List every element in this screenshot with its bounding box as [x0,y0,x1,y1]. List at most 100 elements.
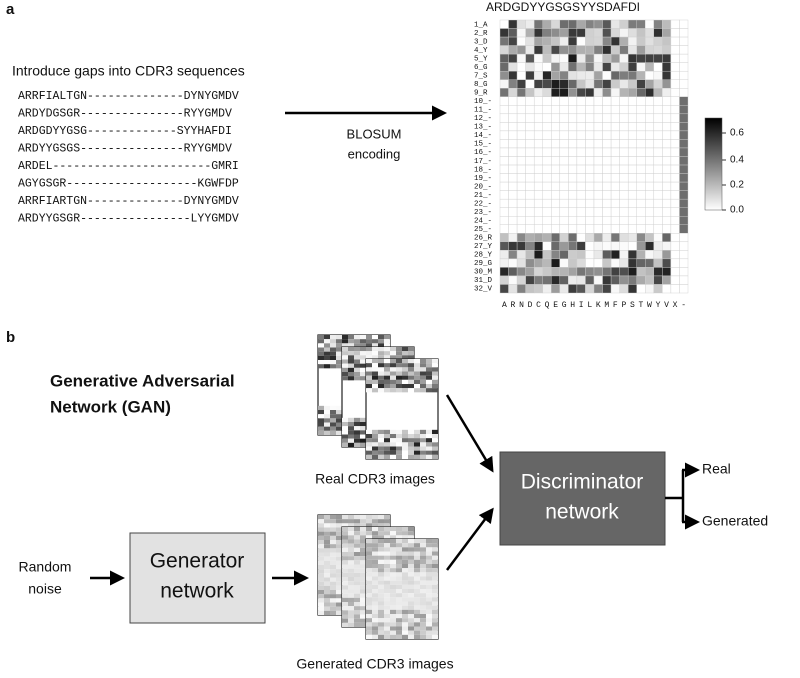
heatmap-cell [610,207,620,217]
heatmap-cell [516,79,526,89]
heatmap-cell [516,45,526,55]
heatmap-cell [602,122,612,132]
heatmap-cell [559,130,569,140]
image-cell [348,442,354,447]
heatmap-cell [670,36,680,46]
heatmap-cell [627,173,637,183]
heatmap-cell [653,130,663,140]
image-cell [318,351,324,356]
image-cell [330,565,336,570]
image-cell [360,438,366,443]
image-cell [432,379,438,384]
heatmap-cell [593,181,603,191]
heatmap-cell [585,207,595,217]
heatmap-cell [576,267,586,277]
heatmap-cell [627,36,637,46]
heatmap-cell [679,258,689,268]
heatmap-cell [593,275,603,285]
heatmap-cell [636,224,646,234]
image-cell [378,355,384,360]
heatmap-cell [610,105,620,115]
image-cell [390,555,396,560]
heatmap-cell [499,258,509,268]
image-cell [372,442,378,447]
image-cell [354,614,360,619]
heatmap-cell [551,62,561,72]
image-cell [324,347,330,352]
heatmap-cell [559,88,569,97]
image-cell [336,347,342,352]
heatmap-cell [670,258,680,268]
image-cell [372,379,378,384]
heatmap-cell [662,62,672,72]
image-cell [318,556,324,561]
image-cell [342,618,348,623]
heatmap-cell [610,173,620,183]
image-cell [342,376,348,381]
heatmap-cell [670,233,680,243]
image-cell [366,622,372,627]
image-cell [384,564,390,569]
image-cell [408,626,414,631]
image-cell [378,335,384,340]
image-cell [420,589,426,594]
image-cell [420,454,426,459]
heatmap-cell [533,53,543,63]
image-cell [360,527,366,532]
image-cell [414,568,420,573]
image-cell [378,371,384,376]
heatmap-cell [508,233,518,243]
image-cell [348,347,354,352]
image-cell [390,379,396,384]
heatmap-cell [525,88,535,97]
image-cell [330,426,336,431]
row-label: 11_- [474,107,492,115]
image-cell [408,367,414,372]
heatmap-cell [645,88,655,97]
colorbar-label: 0.4 [730,155,744,166]
image-cell [318,527,324,532]
image-cell [426,539,432,544]
image-cell [336,556,342,561]
row-label: 16_- [474,149,492,157]
heatmap-cell [551,28,561,38]
image-cell [396,547,402,552]
image-cell [330,602,336,607]
image-cell [318,565,324,570]
heatmap-cell [576,70,586,80]
image-cell [348,614,354,619]
image-cell [336,552,342,557]
heatmap-cell [551,284,561,294]
heatmap-cell [516,207,526,217]
image-cell [348,376,354,381]
image-cell [378,367,384,372]
heatmap-cell [662,96,672,106]
heatmap-cell [585,241,595,251]
image-cell [396,535,402,540]
heatmap-cell [542,173,552,183]
image-cell [390,589,396,594]
heatmap-cell [627,156,637,166]
image-cell [408,379,414,384]
image-cell [396,450,402,455]
image-cell [378,605,384,610]
image-cell [336,519,342,524]
heatmap-cell [679,207,689,217]
image-cell [360,589,366,594]
heatmap-cell [525,113,535,123]
image-cell [354,622,360,627]
image-cell [324,598,330,603]
image-cell [396,379,402,384]
heatmap-cell [610,70,620,80]
heatmap-cell [670,241,680,251]
image-cell [390,630,396,635]
image-cell [378,609,384,614]
image-cell [366,618,372,623]
image-cell [318,426,324,431]
image-cell [354,372,360,377]
image-cell [354,430,360,435]
heatmap-cell [602,62,612,72]
heatmap-cell [627,181,637,191]
image-cell [378,351,384,356]
image-cell [366,547,372,552]
